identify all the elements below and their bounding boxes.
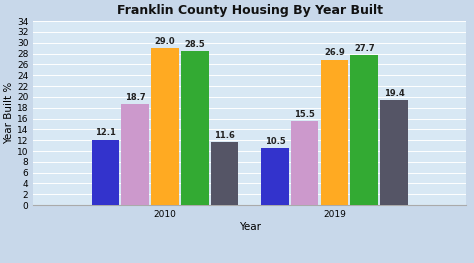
Bar [261,148,289,205]
Text: 18.7: 18.7 [125,93,146,102]
X-axis label: Year: Year [239,222,261,232]
Y-axis label: Year Built %: Year Built % [4,82,14,144]
Title: Franklin County Housing By Year Built: Franklin County Housing By Year Built [117,4,383,17]
Text: 10.5: 10.5 [264,137,285,146]
Text: 26.9: 26.9 [324,48,345,57]
Text: 15.5: 15.5 [294,110,315,119]
Bar [321,59,348,205]
Bar [350,55,378,205]
Bar [121,104,149,205]
Text: 28.5: 28.5 [184,40,205,49]
Text: 12.1: 12.1 [95,129,116,138]
Bar [151,48,179,205]
Bar [211,142,238,205]
Text: 29.0: 29.0 [155,37,175,46]
Text: 11.6: 11.6 [214,131,235,140]
Bar [380,100,408,205]
Text: 19.4: 19.4 [383,89,404,98]
Bar [291,121,319,205]
Bar [181,51,209,205]
Bar [91,140,119,205]
Text: 27.7: 27.7 [354,44,374,53]
